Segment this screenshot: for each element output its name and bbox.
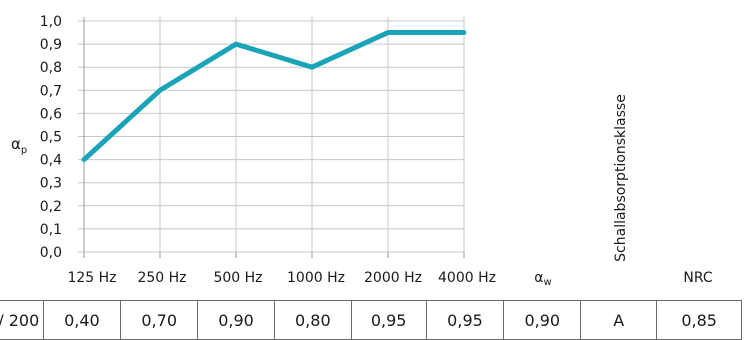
table-cell: 0,80	[273, 300, 352, 340]
table-cell: 0,95	[425, 300, 505, 340]
y-tick-label: 0,8	[40, 60, 62, 76]
y-tick-label: 0,3	[40, 176, 62, 192]
table-row: / 200 0,40 0,70 0,90 0,80 0,95 0,95 0,90 A 0,85	[0, 300, 742, 340]
x-tick-label: 4000 Hz	[438, 270, 496, 286]
alpha-w-header: αw	[534, 270, 552, 288]
x-tick-marks	[83, 252, 465, 258]
y-tick-label: 0,6	[40, 106, 62, 122]
y-tick-label: 1,0	[40, 14, 62, 30]
y-tick-label: 0,1	[40, 222, 62, 238]
table-cell: 0,85	[656, 300, 742, 340]
y-tick-label: 0,9	[40, 37, 62, 53]
nrc-header: NRC	[683, 270, 713, 286]
data-points	[81, 30, 467, 163]
x-tick-label: 125 Hz	[67, 270, 117, 286]
table-cell: 0,40	[42, 300, 122, 340]
data-point	[233, 41, 239, 47]
x-tick-label: 2000 Hz	[364, 270, 422, 286]
series-line	[82, 30, 464, 162]
data-point	[157, 87, 163, 93]
absorption-chart: 0,0 0,1 0,2 0,3 0,4 0,5 0,6 0,7 0,8 0,9 1,0	[40, 14, 467, 261]
x-tick-label: 1000 Hz	[287, 270, 345, 286]
y-tick-label: 0,4	[40, 153, 62, 169]
x-tick-label: 250 Hz	[137, 270, 187, 286]
data-point	[385, 30, 391, 35]
values-table: / 200 0,40 0,70 0,90 0,80 0,95 0,95 0,90 A 0,85	[0, 300, 742, 340]
y-axis-label: αp	[11, 135, 28, 156]
y-tick-labels: 0,0 0,1 0,2 0,3 0,4 0,5 0,6 0,7 0,8 0,9 1,0	[40, 14, 62, 261]
table-cell: 0,90	[197, 300, 275, 340]
y-tick-label: 0,0	[40, 245, 62, 261]
table-cell: A	[580, 300, 658, 340]
chart-grid	[78, 17, 465, 253]
table-cell: 0,70	[120, 300, 199, 340]
y-tick-label: 0,5	[40, 130, 62, 146]
data-point	[309, 64, 315, 70]
data-point	[81, 157, 87, 163]
table-cell: 0,90	[503, 300, 582, 340]
table-cell: / 200	[0, 300, 44, 340]
y-tick-label: 0,2	[40, 199, 62, 215]
table-cell: 0,95	[350, 300, 427, 340]
y-tick-label: 0,7	[40, 83, 62, 99]
schallabsorptionsklasse-header: Schallabsorptionsklasse	[613, 94, 629, 262]
data-point	[461, 30, 467, 35]
x-tick-label: 500 Hz	[213, 270, 263, 286]
